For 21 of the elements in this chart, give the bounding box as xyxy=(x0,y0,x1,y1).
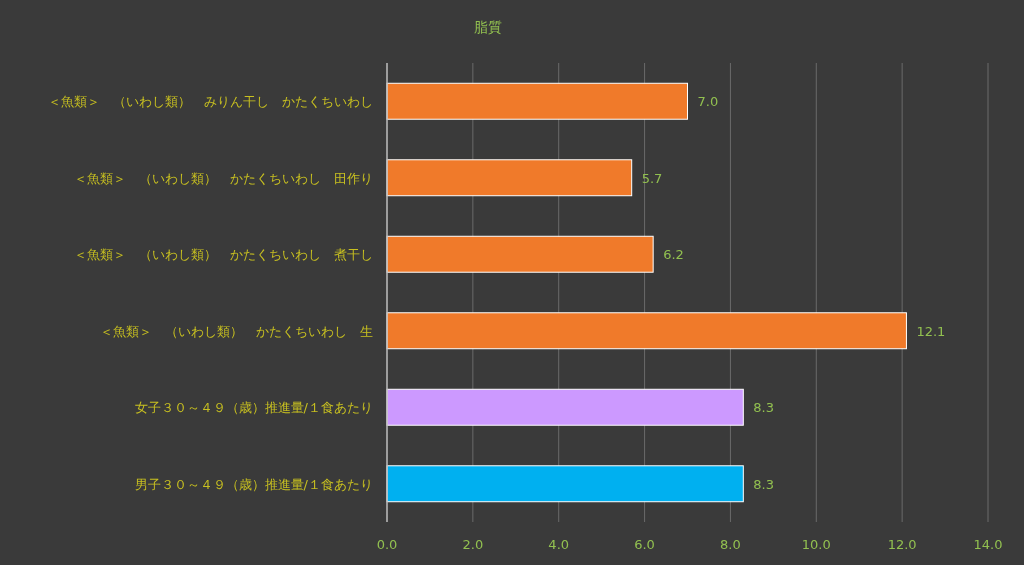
title: 脂質 xyxy=(473,19,502,35)
xtick: 12.0 xyxy=(887,537,917,552)
data-label: 8.3 xyxy=(753,476,774,492)
data-label: 12.1 xyxy=(916,323,946,339)
data-label: 5.7 xyxy=(641,170,663,186)
xtick: 10.0 xyxy=(801,537,831,552)
category: ＜魚類＞ （いわし類） みりん干し かたくちいわし xyxy=(48,94,373,110)
xtick: 4.0 xyxy=(548,537,570,552)
category: 女子３０～４９（歳）推進量/１食あたり xyxy=(134,400,373,416)
category: ＜魚類＞ （いわし類） かたくちいわし 田作り xyxy=(74,170,373,186)
category: ＜魚類＞ （いわし類） かたくちいわし 生 xyxy=(100,323,373,339)
xtick: 0.0 xyxy=(376,537,398,552)
data-label: 6.2 xyxy=(663,247,684,263)
category: 男子３０～４９（歳）推進量/１食あたり xyxy=(134,476,373,492)
xtick: 6.0 xyxy=(634,537,655,552)
xtick: 8.0 xyxy=(720,537,741,552)
data-label: 8.3 xyxy=(753,400,774,416)
category: ＜魚類＞ （いわし類） かたくちいわし 煮干し xyxy=(74,247,373,263)
xtick: 14.0 xyxy=(973,537,1003,552)
data-label: 7.0 xyxy=(697,94,719,110)
xtick: 2.0 xyxy=(462,537,484,552)
